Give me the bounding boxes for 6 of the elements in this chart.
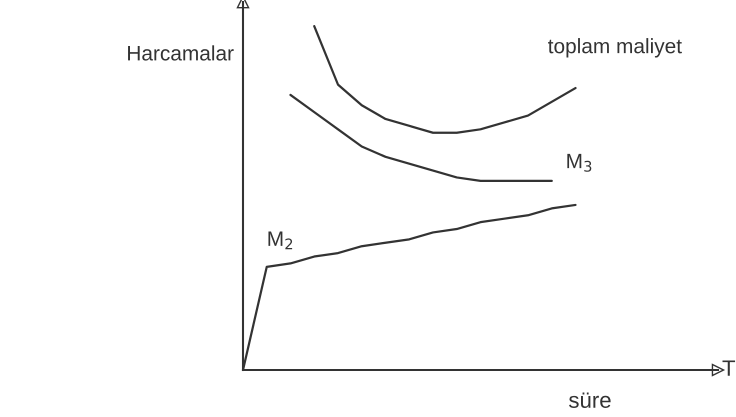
series-label: M$_{2}$: [268, 231, 292, 250]
y-axis-title: Harcamalar: [128, 45, 234, 61]
x-axis-title: süre: [569, 392, 611, 408]
text: T: [722, 360, 736, 376]
series-label: toplam maliyet: [548, 38, 682, 58]
series-label: M$_{3}$: [567, 154, 592, 172]
